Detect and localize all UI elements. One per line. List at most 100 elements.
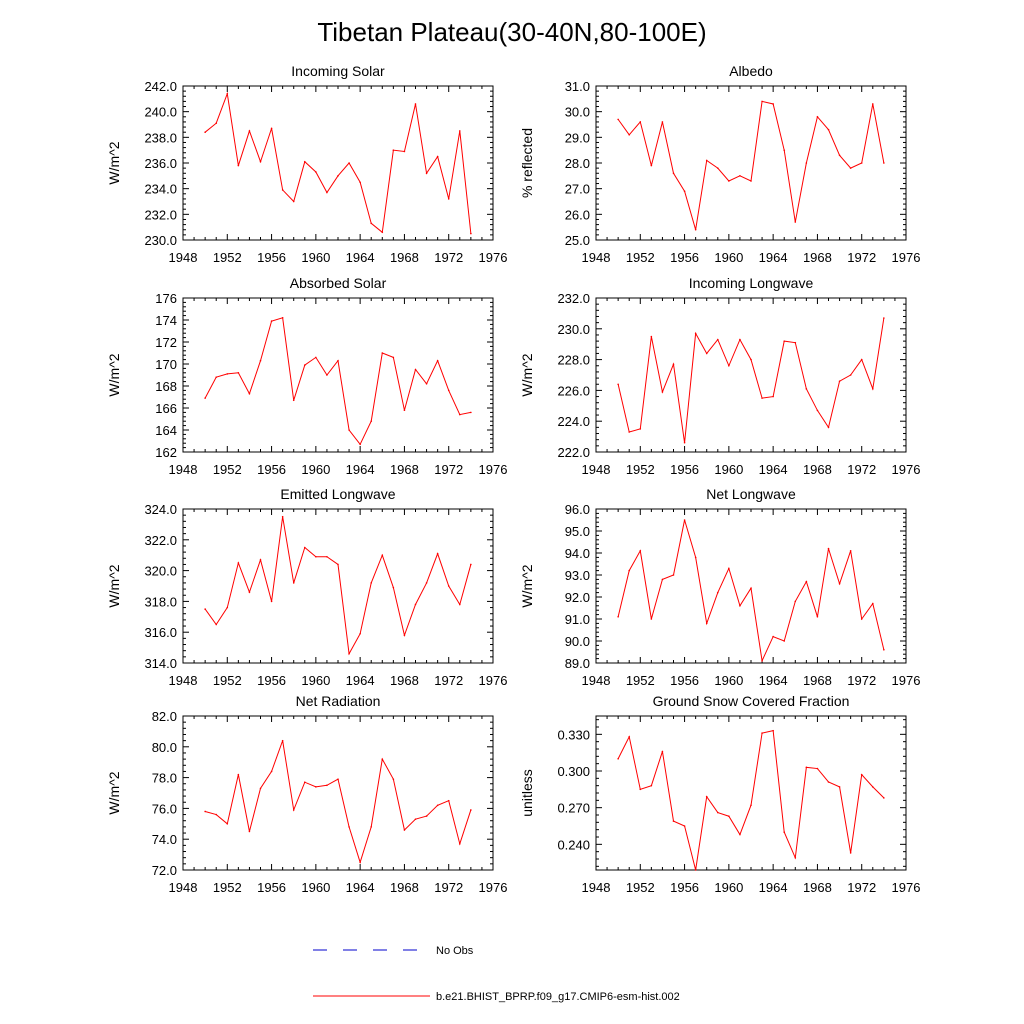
legend-label-no-obs: No Obs (436, 945, 474, 957)
y-tick-label: 93.0 (565, 568, 590, 583)
data-point-1971 (436, 359, 439, 362)
data-point-1957 (694, 228, 697, 231)
data-point-1952 (639, 550, 642, 552)
y-tick-label: 316.0 (144, 625, 177, 640)
y-tick-label: 94.0 (565, 546, 590, 561)
data-point-1953 (650, 164, 653, 167)
data-point-1963 (761, 397, 763, 399)
data-point-1950 (204, 810, 206, 813)
data-point-1964 (772, 103, 774, 105)
data-point-1962 (750, 180, 752, 182)
x-tick-label: 1976 (892, 673, 921, 688)
data-point-1974 (883, 162, 885, 164)
data-point-1961 (326, 191, 328, 194)
data-point-1974 (470, 563, 472, 566)
x-tick-label: 1964 (759, 673, 788, 688)
x-tick-label: 1960 (301, 880, 330, 895)
data-point-1956 (270, 127, 273, 130)
data-point-1971 (849, 374, 852, 376)
data-point-1972 (860, 162, 863, 164)
data-point-1970 (425, 172, 428, 175)
panel-incoming-longwave: Incoming Longwave W/m^2 1948 1952 1956 1960 19… (519, 275, 920, 477)
data-point-1958 (292, 809, 295, 811)
series-points (617, 100, 885, 231)
data-point-1971 (436, 552, 439, 555)
data-point-1974 (470, 232, 472, 235)
x-tick-label: 1976 (479, 673, 508, 688)
data-point-1950 (204, 397, 206, 399)
data-point-1960 (728, 364, 730, 367)
data-point-1961 (326, 374, 328, 376)
y-tick-label: 82.0 (152, 709, 177, 724)
data-point-1955 (672, 172, 675, 175)
data-point-1974 (883, 317, 885, 319)
data-point-1969 (414, 818, 417, 820)
data-point-1962 (750, 804, 752, 807)
y-tick-label: 166 (155, 401, 177, 416)
data-point-1959 (303, 364, 306, 366)
y-tick-label: 91.0 (565, 612, 590, 627)
data-point-1968 (816, 409, 819, 412)
plot-frame (182, 715, 494, 871)
x-tick-label: 1952 (626, 462, 655, 477)
data-point-1958 (705, 622, 708, 625)
data-point-1974 (883, 649, 885, 651)
data-point-1969 (827, 426, 830, 429)
data-point-1953 (650, 618, 653, 620)
data-point-1950 (617, 757, 619, 760)
data-point-1964 (772, 635, 774, 638)
data-point-1958 (705, 159, 708, 162)
data-point-1956 (683, 190, 686, 193)
y-tick-label: 172 (155, 335, 177, 350)
data-point-1952 (226, 606, 229, 609)
data-point-1951 (215, 376, 218, 379)
data-point-1972 (447, 585, 450, 587)
data-point-1954 (248, 830, 251, 833)
x-tick-label: 1960 (714, 462, 743, 477)
data-point-1972 (447, 198, 450, 200)
panel-net-longwave: Net Longwave W/m^2 1948 1952 1956 1960 1964 196… (519, 486, 920, 688)
x-tick-label: 1972 (847, 673, 876, 688)
data-point-1967 (805, 162, 808, 164)
data-point-1951 (215, 813, 218, 816)
y-tick-label: 222.0 (557, 445, 590, 460)
data-point-1956 (683, 825, 686, 827)
data-point-1967 (392, 149, 395, 151)
data-point-1963 (761, 100, 763, 103)
panel-incoming-solar: Incoming Solar W/m^2 1948 1952 1956 1960 1964 1… (106, 63, 507, 265)
data-point-1962 (337, 778, 339, 780)
data-point-1953 (650, 335, 653, 338)
data-point-1964 (359, 632, 361, 635)
y-tick-label: 74.0 (152, 832, 177, 847)
y-tick-label: 26.0 (565, 207, 590, 222)
data-point-1973 (458, 603, 461, 606)
x-tick-label: 1964 (759, 880, 788, 895)
panel-albedo: Albedo % reflected 1948 1952 1956 1960 1964 196… (519, 63, 920, 265)
x-tick-label: 1948 (582, 880, 611, 895)
x-tick-label: 1972 (847, 880, 876, 895)
data-point-1974 (470, 809, 472, 811)
data-point-1967 (805, 766, 808, 769)
y-axis-label: W/m^2 (519, 564, 535, 607)
data-point-1968 (403, 829, 406, 831)
data-point-1951 (628, 569, 631, 572)
y-tick-label: 78.0 (152, 771, 177, 786)
y-tick-label: 76.0 (152, 801, 177, 816)
panel-emitted-longwave: Emitted Longwave W/m^2 1948 1952 1956 1960 196… (106, 486, 507, 688)
y-axis-label: W/m^2 (519, 353, 535, 396)
data-point-1955 (672, 820, 675, 822)
x-tick-label: 1948 (169, 880, 198, 895)
data-point-1952 (226, 373, 229, 375)
data-point-1953 (237, 372, 240, 374)
data-point-1958 (705, 352, 708, 355)
x-tick-label: 1964 (346, 673, 375, 688)
data-point-1957 (694, 332, 697, 335)
data-point-1965 (370, 222, 373, 225)
data-point-1961 (739, 605, 741, 607)
data-point-1973 (871, 786, 874, 788)
x-tick-label: 1952 (213, 250, 242, 265)
data-point-1951 (628, 133, 631, 136)
x-tick-label: 1964 (346, 250, 375, 265)
x-tick-label: 1948 (582, 462, 611, 477)
data-point-1971 (849, 167, 852, 169)
